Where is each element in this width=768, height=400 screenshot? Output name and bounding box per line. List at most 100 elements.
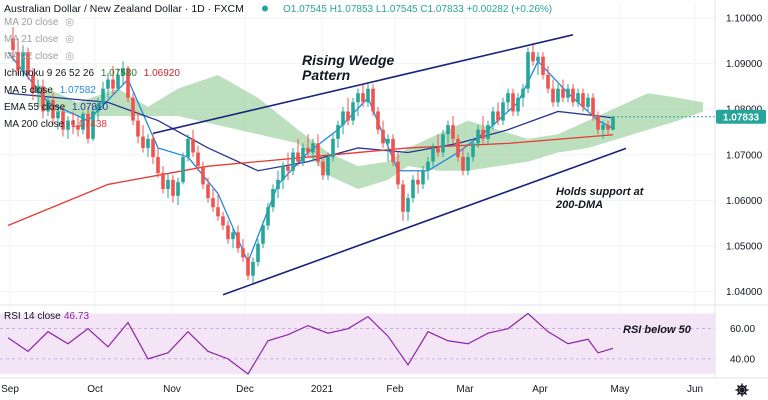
- candle-body: [76, 125, 80, 130]
- candle-body: [331, 138, 335, 158]
- candle-body: [386, 138, 390, 144]
- candle-body: [171, 179, 175, 196]
- candle-body: [411, 179, 415, 199]
- eye-off-icon[interactable]: ◎: [65, 34, 74, 45]
- legend-row-ma20[interactable]: MA 20 close ◎: [4, 17, 74, 28]
- candle-body: [301, 147, 305, 162]
- candle-body: [216, 207, 220, 217]
- last-price-badge: [716, 109, 766, 124]
- legend-value-ma5: 1.07582: [59, 85, 96, 96]
- candle-body: [556, 88, 560, 103]
- candle-body: [466, 157, 470, 171]
- eye-off-icon[interactable]: ◎: [65, 17, 74, 28]
- time-axis: Sep Oct Nov Dec 2021 Feb Mar Apr May Jun: [1, 384, 703, 395]
- candle-body: [311, 143, 315, 153]
- legend-row-ma21[interactable]: MA 21 close ◎: [4, 34, 74, 45]
- candle-body: [236, 232, 240, 249]
- legend-row-ema55[interactable]: EMA 55 close 1.07810: [4, 102, 108, 113]
- legend-value-ichimoku-a: 1.07580: [100, 68, 137, 79]
- candle-body: [81, 113, 85, 130]
- settings-gear-icon[interactable]: [735, 383, 749, 397]
- candle-body: [426, 161, 430, 171]
- candle-body: [586, 97, 590, 107]
- candle-body: [191, 138, 195, 153]
- candle-body: [271, 188, 275, 208]
- legend-row-ma200[interactable]: MA 200 close 1.07438: [4, 119, 107, 130]
- candle-body: [246, 257, 250, 276]
- rsi-band: [0, 313, 715, 374]
- candle-body: [146, 138, 150, 148]
- rsi-legend-label[interactable]: RSI 14 close: [4, 311, 61, 322]
- candle-body: [601, 125, 605, 130]
- legend-label-ma5: MA 5 close: [4, 85, 53, 96]
- candle-body: [251, 261, 255, 276]
- candle-body: [21, 52, 25, 71]
- candle-body: [106, 79, 110, 89]
- candle-body: [276, 179, 280, 189]
- ohlc-readout: O1.07545 H1.07853 L1.07545 C1.07833 +0.0…: [283, 4, 552, 15]
- candle-body: [66, 120, 70, 130]
- candle-body: [151, 138, 155, 158]
- candle-body: [51, 100, 55, 119]
- candle-body: [206, 184, 210, 199]
- candle-body: [491, 111, 495, 126]
- time-tick-label: Nov: [163, 384, 181, 395]
- eye-off-icon[interactable]: ◎: [65, 51, 74, 62]
- candle-body: [36, 86, 40, 94]
- candle-body: [441, 134, 445, 153]
- last-price-badge-text: 1.07833: [723, 112, 760, 123]
- candle-body: [451, 125, 455, 139]
- candle-body: [591, 97, 595, 117]
- legend-row-ma5[interactable]: MA 5 close 1.07582: [4, 85, 96, 96]
- legend-label-ma21: MA 21 close: [4, 34, 59, 45]
- ichimoku-cloud-segment: [358, 161, 388, 189]
- ichimoku-cloud-segment: [178, 74, 218, 126]
- gear-tooth-diagonal-2: [736, 384, 748, 396]
- candle-body: [516, 97, 520, 112]
- ichimoku-cloud-segment: [498, 129, 528, 167]
- wedge-title-line-2: Pattern: [302, 67, 350, 83]
- candle-body: [186, 138, 190, 158]
- candle-body: [371, 88, 375, 112]
- ichimoku-cloud-segment: [408, 134, 438, 171]
- candle-body: [46, 100, 50, 112]
- candle-body: [226, 225, 230, 240]
- symbol-title[interactable]: Australian Dollar / New Zealand Dollar ·…: [4, 3, 244, 15]
- candle-body: [141, 136, 145, 148]
- candle-body: [401, 184, 405, 212]
- legend-row-ma22[interactable]: MA 22 close ◎: [4, 51, 74, 62]
- price-tick-label: 1.10000: [726, 13, 763, 24]
- candle-body: [506, 93, 510, 103]
- candle-body: [221, 216, 225, 226]
- ichimoku-cloud-segment: [328, 152, 358, 189]
- rsi-legend-value: 46.73: [64, 311, 89, 322]
- candle-body: [101, 88, 105, 105]
- legend-label-ichimoku: Ichimoku 9 26 52 26: [4, 68, 95, 79]
- support-note-line-2: 200-DMA: [555, 199, 603, 211]
- candle-body: [326, 157, 330, 176]
- candle-body: [231, 232, 235, 240]
- candle-body: [136, 120, 140, 137]
- ichimoku-cloud-segment: [148, 88, 178, 117]
- time-tick-label: Sep: [1, 384, 19, 395]
- candle-body: [336, 125, 340, 139]
- time-tick-label: Oct: [87, 384, 103, 395]
- candle-body: [166, 179, 170, 189]
- candle-body: [501, 102, 505, 121]
- price-tick-label: 1.05000: [726, 241, 763, 252]
- candle-body: [531, 52, 535, 62]
- candle-body: [161, 173, 165, 189]
- candle-body: [461, 157, 465, 171]
- candle-body: [121, 68, 125, 75]
- time-tick-label: Dec: [236, 384, 254, 395]
- candle-body: [296, 152, 300, 162]
- candle-body: [306, 147, 310, 153]
- legend-row-ichimoku[interactable]: Ichimoku 9 26 52 26 1.07580 1.06920: [4, 68, 180, 79]
- candle-body: [571, 88, 575, 103]
- legend-label-ma20: MA 20 close: [4, 17, 59, 28]
- time-tick-label: Feb: [386, 384, 404, 395]
- candle-body: [421, 170, 425, 185]
- time-tick-label: May: [611, 384, 630, 395]
